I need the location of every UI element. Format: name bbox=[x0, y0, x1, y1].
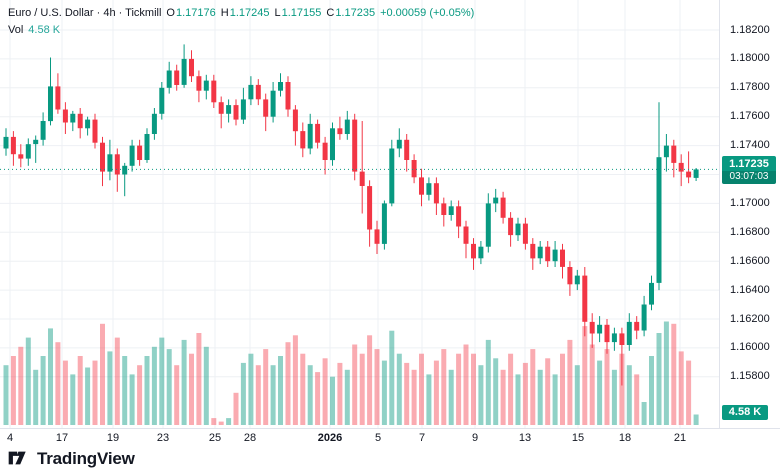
price-axis-label: 1.15800 bbox=[730, 370, 770, 382]
time-axis-label: 2026 bbox=[317, 432, 343, 444]
time-axis-label: 25 bbox=[208, 432, 222, 444]
price-axis-label: 1.18000 bbox=[730, 52, 770, 64]
low-value: 1.17155 bbox=[281, 7, 322, 19]
price-axis-label: 1.17400 bbox=[730, 139, 770, 151]
chart-legend: Euro / U.S. Dollar · 4h · Tickmill O 1.17… bbox=[8, 6, 474, 38]
last-price-badge: 1.17235 03:07:03 bbox=[722, 156, 776, 184]
high-value: 1.17245 bbox=[229, 7, 270, 19]
price-axis[interactable]: 1.17235 03:07:03 4.58 K 1.18200 1.18000 1.… bbox=[719, 0, 780, 446]
price-axis-label: 1.18200 bbox=[730, 24, 770, 36]
tradingview-logo-text[interactable]: TradingView bbox=[37, 449, 135, 468]
candlestick-volume-chart[interactable] bbox=[0, 0, 719, 428]
bar-countdown: 03:07:03 bbox=[722, 171, 776, 184]
last-price-value: 1.17235 bbox=[729, 158, 769, 170]
price-axis-label: 1.17600 bbox=[730, 110, 770, 122]
time-axis-label: 28 bbox=[243, 432, 257, 444]
volume-badge: 4.58 K bbox=[722, 405, 768, 420]
time-axis[interactable]: 4 17 19 23 25 28 2026 5 7 9 13 15 18 21 bbox=[0, 428, 780, 447]
price-axis-label: 1.16000 bbox=[730, 341, 770, 353]
time-axis-label: 15 bbox=[571, 432, 585, 444]
price-axis-label: 1.17800 bbox=[730, 81, 770, 93]
price-axis-label: 1.17000 bbox=[730, 197, 770, 209]
footer: TradingView bbox=[8, 449, 135, 469]
price-axis-label: 1.16800 bbox=[730, 226, 770, 238]
time-axis-label: 4 bbox=[6, 432, 14, 444]
time-axis-label: 7 bbox=[418, 432, 426, 444]
time-axis-label: 13 bbox=[518, 432, 532, 444]
price-axis-label: 1.16600 bbox=[730, 255, 770, 267]
time-axis-label: 9 bbox=[471, 432, 479, 444]
high-label: H bbox=[220, 7, 229, 19]
close-label: C bbox=[326, 7, 335, 19]
volume-label[interactable]: Vol bbox=[8, 24, 24, 36]
change-value: +0.00059 (+0.05%) bbox=[380, 7, 475, 19]
time-axis-label: 23 bbox=[156, 432, 170, 444]
time-axis-label: 17 bbox=[55, 432, 69, 444]
price-axis-label: 1.16400 bbox=[730, 284, 770, 296]
tradingview-logo-icon[interactable] bbox=[8, 451, 30, 468]
volume-value: 4.58 K bbox=[28, 24, 61, 36]
time-axis-label: 19 bbox=[106, 432, 120, 444]
low-label: L bbox=[274, 7, 281, 19]
time-axis-label: 21 bbox=[673, 432, 687, 444]
open-value: 1.17176 bbox=[175, 7, 216, 19]
time-axis-label: 5 bbox=[374, 432, 382, 444]
price-axis-label: 1.16200 bbox=[730, 313, 770, 325]
symbol-title[interactable]: Euro / U.S. Dollar · 4h · Tickmill bbox=[8, 7, 162, 19]
close-value: 1.17235 bbox=[335, 7, 376, 19]
chart-pane[interactable] bbox=[0, 0, 719, 428]
open-label: O bbox=[166, 7, 175, 19]
time-axis-label: 18 bbox=[618, 432, 632, 444]
